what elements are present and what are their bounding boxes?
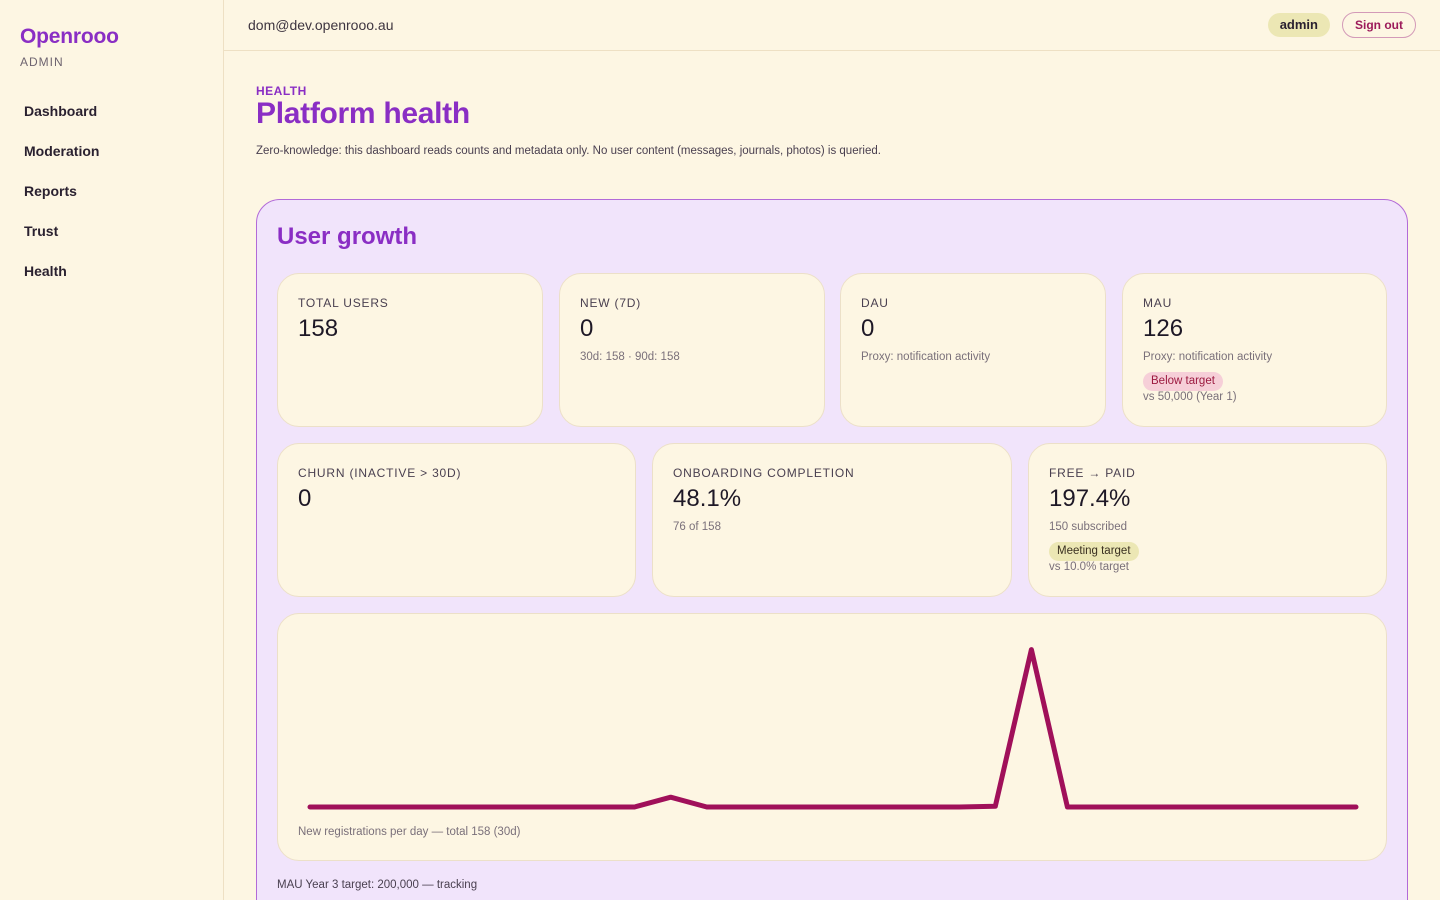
sidebar-item-moderation[interactable]: Moderation xyxy=(24,143,100,159)
card-label: Onboarding completion xyxy=(673,466,855,480)
status-badge: Meeting target xyxy=(1049,542,1139,561)
total-users-card: Total users 158 xyxy=(277,273,543,427)
user-email: dom@dev.openrooo.au xyxy=(248,17,394,33)
card-value: 197.4% xyxy=(1049,485,1131,512)
sign-out-button[interactable]: Sign out xyxy=(1342,12,1416,38)
page-description: Zero-knowledge: this dashboard reads cou… xyxy=(256,145,881,157)
card-value: 0 xyxy=(580,315,594,342)
card-value: 0 xyxy=(298,485,312,512)
card-subtext: 76 of 158 xyxy=(673,521,721,533)
brand-logo[interactable]: Openrooo xyxy=(20,25,119,48)
card-subtext: 150 subscribed xyxy=(1049,521,1127,533)
main-content: HEALTH Platform health Zero-knowledge: t… xyxy=(256,0,1440,900)
registrations-chart-card: New registrations per day — total 158 (3… xyxy=(277,613,1387,861)
mau-card: MAU 126 Proxy: notification activity Bel… xyxy=(1122,273,1387,427)
card-value: 158 xyxy=(298,315,339,342)
sidebar-item-trust[interactable]: Trust xyxy=(24,223,59,239)
chart-caption: New registrations per day — total 158 (3… xyxy=(298,826,521,838)
sidebar-item-dashboard[interactable]: Dashboard xyxy=(24,103,98,119)
sidebar: Openrooo ADMIN Dashboard Moderation Repo… xyxy=(0,0,224,900)
onboarding-card: Onboarding completion 48.1% 76 of 158 xyxy=(652,443,1012,597)
card-label: Free → paid xyxy=(1049,466,1136,480)
status-badge: Below target xyxy=(1143,372,1223,391)
top-bar: dom@dev.openrooo.au admin Sign out xyxy=(224,0,1440,51)
user-growth-panel: User growth Total users 158 New (7d) 0 3… xyxy=(256,199,1408,900)
chart-series-line xyxy=(307,647,1359,810)
dau-card: DAU 0 Proxy: notification activity xyxy=(840,273,1106,427)
churn-card: Churn (inactive > 30d) 0 xyxy=(277,443,636,597)
brand-subtitle: ADMIN xyxy=(20,55,64,69)
card-subtext: Proxy: notification activity xyxy=(1143,351,1273,363)
panel-title: User growth xyxy=(277,223,418,250)
mau-target-note: MAU Year 3 target: 200,000 — tracking xyxy=(277,879,478,891)
registrations-chart xyxy=(307,647,1359,810)
card-value: 0 xyxy=(861,315,875,342)
free-to-paid-card: Free → paid 197.4% 150 subscribed Meetin… xyxy=(1028,443,1387,597)
new-7d-card: New (7d) 0 30d: 158 · 90d: 158 xyxy=(559,273,825,427)
card-label: New (7d) xyxy=(580,296,642,310)
card-label: MAU xyxy=(1143,296,1173,310)
card-value: 48.1% xyxy=(673,485,742,512)
sidebar-nav: Dashboard Moderation Reports Trust Healt… xyxy=(0,91,223,291)
card-note: vs 10.0% target xyxy=(1049,561,1129,573)
section-eyebrow: HEALTH xyxy=(256,84,307,98)
card-label: Churn (inactive > 30d) xyxy=(298,466,462,480)
card-value: 126 xyxy=(1143,315,1184,342)
sidebar-item-health[interactable]: Health xyxy=(24,263,67,279)
card-note: vs 50,000 (Year 1) xyxy=(1143,391,1237,403)
card-label: DAU xyxy=(861,296,889,310)
card-label: Total users xyxy=(298,296,389,310)
role-badge: admin xyxy=(1267,13,1330,37)
card-subtext: 30d: 158 · 90d: 158 xyxy=(580,351,680,363)
sidebar-item-reports[interactable]: Reports xyxy=(24,183,77,199)
card-subtext: Proxy: notification activity xyxy=(861,351,991,363)
page-title: Platform health xyxy=(256,97,470,130)
